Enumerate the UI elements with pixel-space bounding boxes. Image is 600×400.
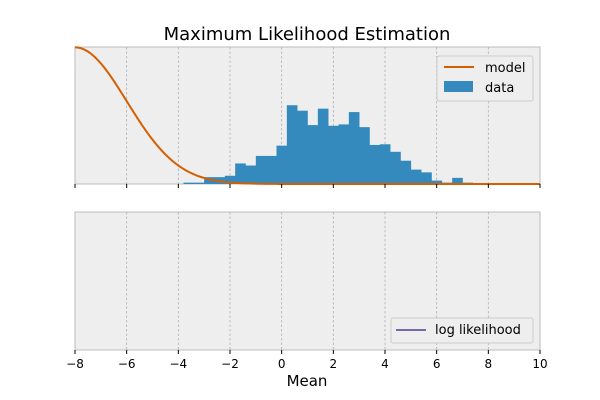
histogram-bar (338, 124, 350, 184)
legend-model-label: model (485, 61, 525, 76)
histogram-bar (255, 155, 267, 184)
bottom-legend: log likelihood (390, 317, 534, 344)
histogram-bars (183, 105, 474, 184)
histogram-bar (390, 151, 401, 184)
bottom-x-tick-labels: −8 −6 −4 −2 0 2 4 6 8 10 (66, 357, 547, 371)
top-legend: model data (436, 55, 534, 102)
histogram-bar (307, 125, 319, 184)
histogram-bar (379, 144, 391, 184)
bottom-legend-box (390, 317, 534, 344)
model-curve (74, 46, 540, 185)
histogram-bar (286, 105, 298, 184)
bottom-grid (126, 212, 489, 350)
bottom-axes: −8 −6 −4 −2 0 2 4 6 8 10 log likelihood Mean (66, 211, 548, 390)
x-tick-label: −2 (221, 357, 239, 371)
legend-data-swatch (444, 81, 473, 92)
top-axes: model data (74, 46, 541, 188)
histogram-bar (235, 163, 246, 184)
histogram-bar (328, 125, 339, 184)
x-tick-label: 0 (278, 357, 286, 371)
bottom-x-ticks (74, 350, 541, 354)
histogram-bar (245, 165, 257, 184)
x-tick-label: 4 (381, 357, 389, 371)
histogram-bar (193, 182, 205, 184)
histogram-bar (224, 175, 236, 184)
histogram-bar (276, 145, 288, 184)
x-tick-label: 10 (532, 357, 547, 371)
x-tick-label: −4 (169, 357, 187, 371)
histogram-bar (410, 169, 422, 184)
legend-log-likelihood-label: log likelihood (435, 323, 521, 338)
histogram-bar (431, 180, 443, 184)
histogram-bar (348, 112, 360, 184)
histogram-bar (369, 144, 381, 184)
histogram-bar (317, 108, 329, 184)
x-tick-label: 6 (433, 357, 441, 371)
histogram-bar (421, 172, 432, 184)
histogram-bar (359, 127, 370, 184)
histogram-bar (297, 110, 308, 184)
histogram-bar (204, 177, 215, 184)
chart-title: Maximum Likelihood Estimation (164, 24, 451, 45)
histogram-bar (400, 160, 412, 184)
x-axis-label: Mean (287, 372, 328, 390)
top-x-ticks (74, 184, 541, 188)
x-tick-label: 8 (485, 357, 493, 371)
histogram-bar (183, 182, 195, 184)
x-tick-label: −8 (66, 357, 84, 371)
x-tick-label: −6 (118, 357, 136, 371)
legend-data-label: data (485, 81, 514, 96)
histogram-bar (452, 177, 463, 184)
x-tick-label: 2 (330, 357, 338, 371)
histogram-bar (266, 155, 277, 184)
